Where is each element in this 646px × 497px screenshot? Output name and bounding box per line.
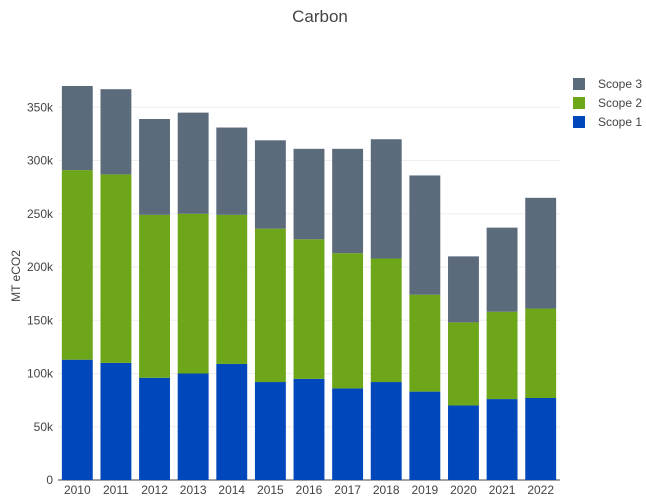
bar-scope-3-2010[interactable] [61,86,93,171]
bar-scope-1-2012[interactable] [139,377,170,480]
y-tick-label: 100k [27,367,54,381]
bar-scope-1-2011[interactable] [100,362,132,480]
y-axis-ticks: 0 50k 100k 150k 200k 250k 300k 350k [27,100,54,487]
bar-scope-2-2010[interactable] [61,170,93,360]
x-tick-label: 2018 [373,483,400,497]
legend-item-scope-1[interactable]: Scope 1 [573,115,642,129]
y-tick-label: 250k [27,207,54,221]
legend-swatch [573,116,585,128]
bar-scope-3-2020[interactable] [448,256,479,323]
bar-scope-2-2017[interactable] [332,253,364,389]
bar-scope-1-2019[interactable] [409,391,441,480]
bar-scope-3-2014[interactable] [216,127,248,215]
x-tick-label: 2022 [527,483,554,497]
bar-scope-3-2019[interactable] [409,175,441,295]
legend-swatch [573,78,585,90]
bar-scope-2-2014[interactable] [216,214,248,364]
bar-scope-1-2018[interactable] [370,382,402,480]
bar-scope-2-2016[interactable] [293,239,325,379]
bar-scope-1-2016[interactable] [293,378,325,480]
chart-title: Carbon [292,7,348,26]
bar-scope-3-2011[interactable] [100,89,132,175]
x-tick-label: 2015 [257,483,284,497]
x-tick-label: 2011 [103,483,129,497]
bar-scope-3-2016[interactable] [293,148,325,240]
bar-scope-1-2020[interactable] [448,405,479,480]
legend[interactable]: Scope 3 Scope 2 Scope 1 [573,77,642,129]
y-tick-label: 0 [46,473,53,487]
bar-scope-2-2021[interactable] [486,311,518,400]
bar-scope-3-2018[interactable] [370,139,402,259]
x-tick-label: 2012 [141,483,168,497]
y-tick-label: 300k [27,154,54,168]
bar-scope-3-2013[interactable] [177,112,209,214]
bar-scope-3-2015[interactable] [254,140,286,229]
legend-item-scope-3[interactable]: Scope 3 [573,77,642,91]
bar-scope-2-2012[interactable] [139,214,170,378]
bar-scope-2-2018[interactable] [370,258,402,383]
y-tick-label: 200k [27,260,54,274]
legend-label: Scope 2 [598,96,642,110]
bar-scope-2-2020[interactable] [448,322,479,406]
bar-scope-2-2011[interactable] [100,174,132,363]
bar-scope-1-2014[interactable] [216,363,248,480]
x-tick-label: 2016 [296,483,323,497]
bar-scope-3-2017[interactable] [332,148,364,254]
x-tick-label: 2014 [218,483,245,497]
bar-scope-1-2010[interactable] [61,359,93,480]
legend-swatch [573,97,585,109]
bar-scope-1-2022[interactable] [525,398,557,480]
y-tick-label: 150k [27,313,54,327]
y-tick-label: 350k [27,100,54,114]
bar-scope-1-2021[interactable] [486,399,518,480]
x-tick-label: 2013 [180,483,207,497]
bar-scope-2-2015[interactable] [254,228,286,383]
bar-scope-2-2013[interactable] [177,213,209,374]
x-tick-label: 2010 [64,483,91,497]
bar-scope-2-2019[interactable] [409,294,441,392]
x-tick-label: 2020 [450,483,477,497]
bar-scope-2-2022[interactable] [525,308,557,399]
bars [61,86,557,480]
bar-scope-3-2021[interactable] [486,227,518,312]
legend-label: Scope 3 [598,77,642,91]
x-tick-label: 2021 [489,483,516,497]
x-tick-label: 2017 [334,483,361,497]
y-tick-label: 50k [34,420,54,434]
bar-scope-3-2012[interactable] [139,119,170,215]
y-axis-label: MT eCO2 [9,250,23,302]
bar-scope-1-2013[interactable] [177,373,209,480]
x-tick-label: 2019 [411,483,438,497]
x-axis-ticks: 2010 2011 2012 2013 2014 2015 2016 2017 2018 2019… [64,483,554,497]
bar-scope-1-2015[interactable] [254,382,286,480]
legend-label: Scope 1 [598,115,642,129]
bar-scope-3-2022[interactable] [525,197,557,309]
bar-scope-1-2017[interactable] [332,388,364,480]
legend-item-scope-2[interactable]: Scope 2 [573,96,642,110]
